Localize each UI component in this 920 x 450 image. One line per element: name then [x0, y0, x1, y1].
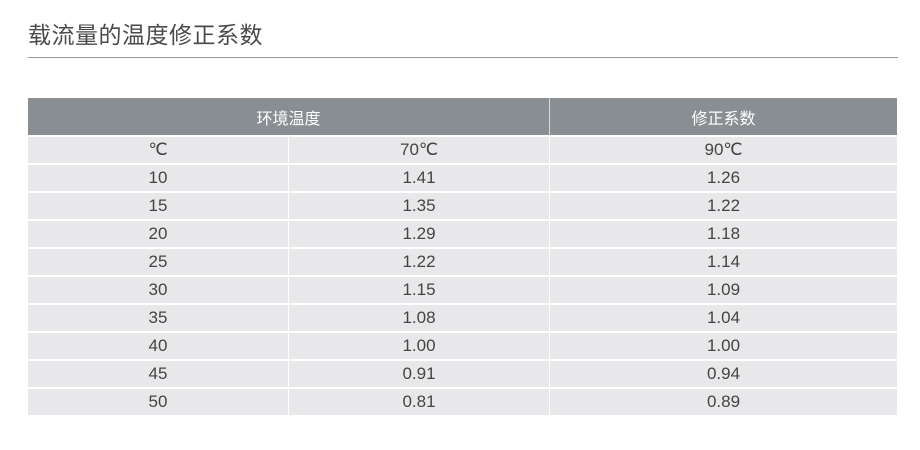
cell: 1.00	[288, 331, 550, 360]
table-row: 45 0.91 0.94	[28, 359, 897, 388]
cell: ℃	[28, 135, 289, 164]
table-row: 25 1.22 1.14	[28, 247, 897, 276]
table-row: 50 0.81 0.89	[28, 387, 897, 415]
table-row: 35 1.08 1.04	[28, 303, 897, 332]
cell: 1.09	[549, 275, 897, 304]
cell: 1.08	[288, 303, 550, 332]
cell: 45	[28, 359, 289, 388]
cell: 15	[28, 191, 289, 220]
cell: 20	[28, 219, 289, 248]
cell: 0.91	[288, 359, 550, 388]
table-row: 40 1.00 1.00	[28, 331, 897, 360]
page-title: 载流量的温度修正系数	[28, 23, 263, 49]
cell: 1.18	[549, 219, 897, 248]
cell: 1.04	[549, 303, 897, 332]
cell: 0.94	[549, 359, 897, 388]
cell: 1.22	[288, 247, 550, 276]
cell: 1.26	[549, 163, 897, 192]
header-correction-factor: 修正系数	[549, 98, 897, 136]
cell: 1.22	[549, 191, 897, 220]
table-row: 30 1.15 1.09	[28, 275, 897, 304]
cell: 70℃	[288, 135, 550, 164]
table-row: 10 1.41 1.26	[28, 163, 897, 192]
table-row: 20 1.29 1.18	[28, 219, 897, 248]
cell: 1.29	[288, 219, 550, 248]
correction-table: 环境温度 修正系数 ℃ 70℃ 90℃ 10 1.41 1.26 15 1.35 1.22…	[28, 98, 897, 415]
cell: 1.14	[549, 247, 897, 276]
cell: 50	[28, 387, 289, 415]
cell: 0.81	[288, 387, 550, 415]
cell: 40	[28, 331, 289, 360]
cell: 25	[28, 247, 289, 276]
cell: 1.15	[288, 275, 550, 304]
header-ambient-temp: 环境温度	[28, 98, 550, 136]
table-row: 15 1.35 1.22	[28, 191, 897, 220]
divider	[28, 57, 898, 58]
table-subheader-row: ℃ 70℃ 90℃	[28, 135, 897, 164]
cell: 30	[28, 275, 289, 304]
cell: 0.89	[549, 387, 897, 415]
cell: 90℃	[549, 135, 897, 164]
cell: 10	[28, 163, 289, 192]
cell: 1.41	[288, 163, 550, 192]
cell: 1.00	[549, 331, 897, 360]
cell: 1.35	[288, 191, 550, 220]
cell: 35	[28, 303, 289, 332]
